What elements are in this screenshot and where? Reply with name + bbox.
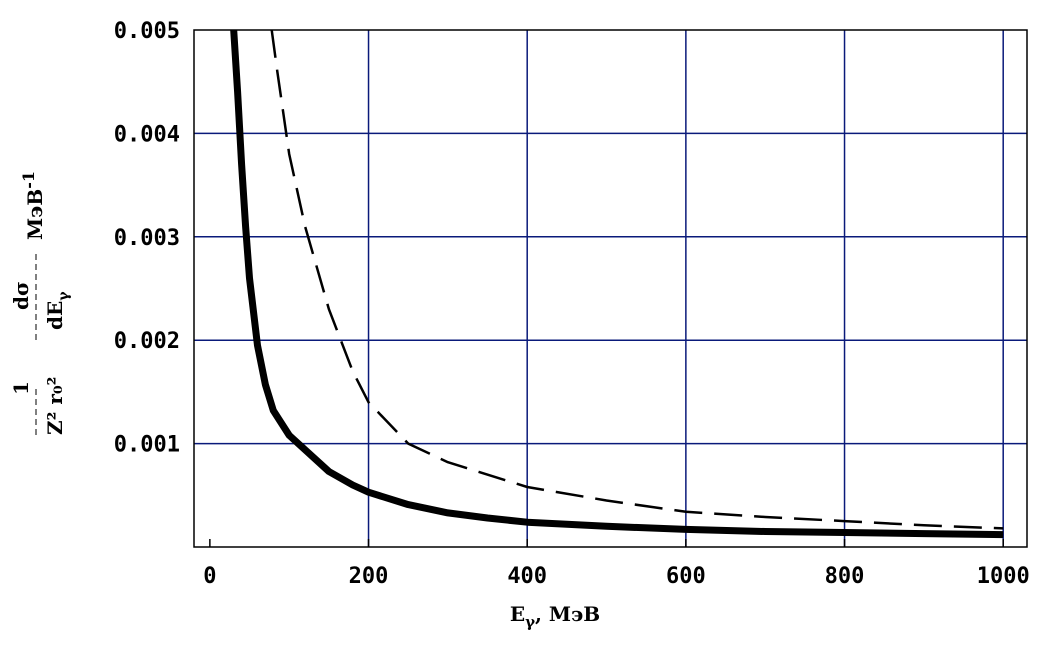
y-tick-label: 0.001: [114, 433, 180, 458]
y-label-unit: МэВ-1: [19, 171, 47, 240]
y-label-den-right: dEγ: [43, 291, 72, 330]
x-axis-label-sub: γ: [525, 613, 535, 631]
x-tick-label: 0: [203, 564, 216, 589]
y-label-num-left: 1: [9, 381, 33, 395]
y-label-den-left: Z² r₀²: [43, 377, 67, 435]
x-axis-label-unit: , МэВ: [535, 602, 600, 626]
grid-lines: [194, 30, 1027, 547]
y-axis-label: 1 dσ Z² r₀² dEγ МэВ-1: [9, 171, 72, 435]
y-label-num-right: dσ: [9, 281, 33, 310]
y-label-unit-sup: -1: [19, 171, 38, 189]
x-axis-label: Eγ, МэВ: [510, 602, 600, 631]
y-tick-label: 0.003: [114, 226, 180, 251]
y-label-den-right-main: dE: [43, 301, 67, 330]
y-tick-label: 0.004: [114, 122, 180, 147]
tick-labels: 0 200 400 600 800 1000 0.001 0.002 0.003 0.004 0.0…: [114, 19, 1030, 589]
plot-frame: [193, 29, 1028, 548]
x-tick-label: 200: [349, 564, 389, 589]
y-label-den-sub: γ: [56, 291, 72, 301]
series-line-solid-thick: [230, 29, 1004, 539]
x-tick-label: 600: [666, 564, 706, 589]
y-label-unit-main: МэВ: [23, 189, 47, 240]
series-line-dashed: [270, 29, 1004, 530]
y-tick-label: 0.002: [114, 329, 180, 354]
x-axis-label-main: E: [510, 602, 525, 626]
series-layer: [230, 29, 1004, 539]
y-tick-label: 0.005: [114, 19, 180, 44]
x-tick-label: 1000: [977, 564, 1030, 589]
x-tick-label: 800: [825, 564, 865, 589]
x-tick-label: 400: [507, 564, 547, 589]
